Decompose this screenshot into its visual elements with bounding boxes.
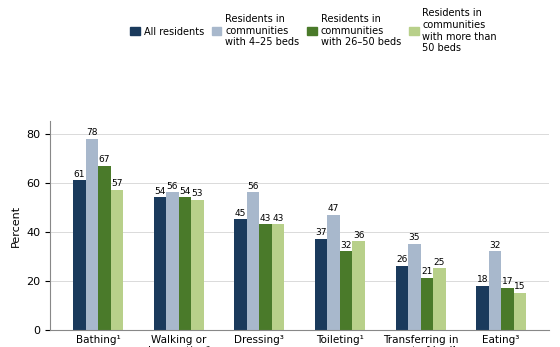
Bar bbox=[86, 138, 98, 330]
Text: 37: 37 bbox=[315, 228, 327, 237]
Text: 54: 54 bbox=[154, 187, 166, 196]
Bar bbox=[408, 244, 421, 330]
Text: 56: 56 bbox=[248, 182, 259, 191]
Bar bbox=[191, 200, 204, 330]
Bar bbox=[98, 166, 110, 330]
Bar bbox=[340, 251, 352, 330]
Text: 61: 61 bbox=[73, 170, 85, 178]
Text: 67: 67 bbox=[99, 155, 110, 164]
Text: 78: 78 bbox=[86, 128, 97, 137]
Bar bbox=[421, 278, 433, 330]
Text: 21: 21 bbox=[421, 268, 432, 277]
Bar bbox=[395, 266, 408, 330]
Bar bbox=[259, 224, 272, 330]
Legend: All residents, Residents in
communities
with 4–25 beds, Residents in
communities: All residents, Residents in communities … bbox=[130, 8, 497, 53]
Text: 56: 56 bbox=[167, 182, 178, 191]
Text: 57: 57 bbox=[111, 179, 123, 188]
Bar bbox=[179, 197, 191, 330]
Text: 17: 17 bbox=[502, 277, 513, 286]
Text: 32: 32 bbox=[489, 240, 501, 249]
Bar bbox=[166, 193, 179, 330]
Text: 25: 25 bbox=[433, 258, 445, 267]
Text: 36: 36 bbox=[353, 231, 365, 240]
Text: 32: 32 bbox=[340, 240, 352, 249]
Text: 26: 26 bbox=[396, 255, 408, 264]
Text: 43: 43 bbox=[260, 214, 271, 223]
Text: 15: 15 bbox=[514, 282, 526, 291]
Text: 54: 54 bbox=[179, 187, 190, 196]
Bar bbox=[272, 224, 284, 330]
Bar bbox=[501, 288, 514, 330]
Bar bbox=[433, 269, 446, 330]
Bar bbox=[247, 193, 259, 330]
Text: 18: 18 bbox=[477, 275, 488, 284]
Bar bbox=[352, 242, 365, 330]
Text: 45: 45 bbox=[235, 209, 246, 218]
Bar bbox=[153, 197, 166, 330]
Bar bbox=[489, 251, 501, 330]
Bar bbox=[476, 286, 489, 330]
Bar bbox=[315, 239, 328, 330]
Text: 53: 53 bbox=[192, 189, 203, 198]
Bar bbox=[73, 180, 86, 330]
Bar bbox=[234, 219, 247, 330]
Text: 47: 47 bbox=[328, 204, 339, 213]
Bar bbox=[110, 190, 123, 330]
Bar bbox=[328, 214, 340, 330]
Y-axis label: Percent: Percent bbox=[11, 204, 21, 247]
Text: 43: 43 bbox=[272, 214, 284, 223]
Bar bbox=[514, 293, 526, 330]
Text: 35: 35 bbox=[409, 233, 420, 242]
